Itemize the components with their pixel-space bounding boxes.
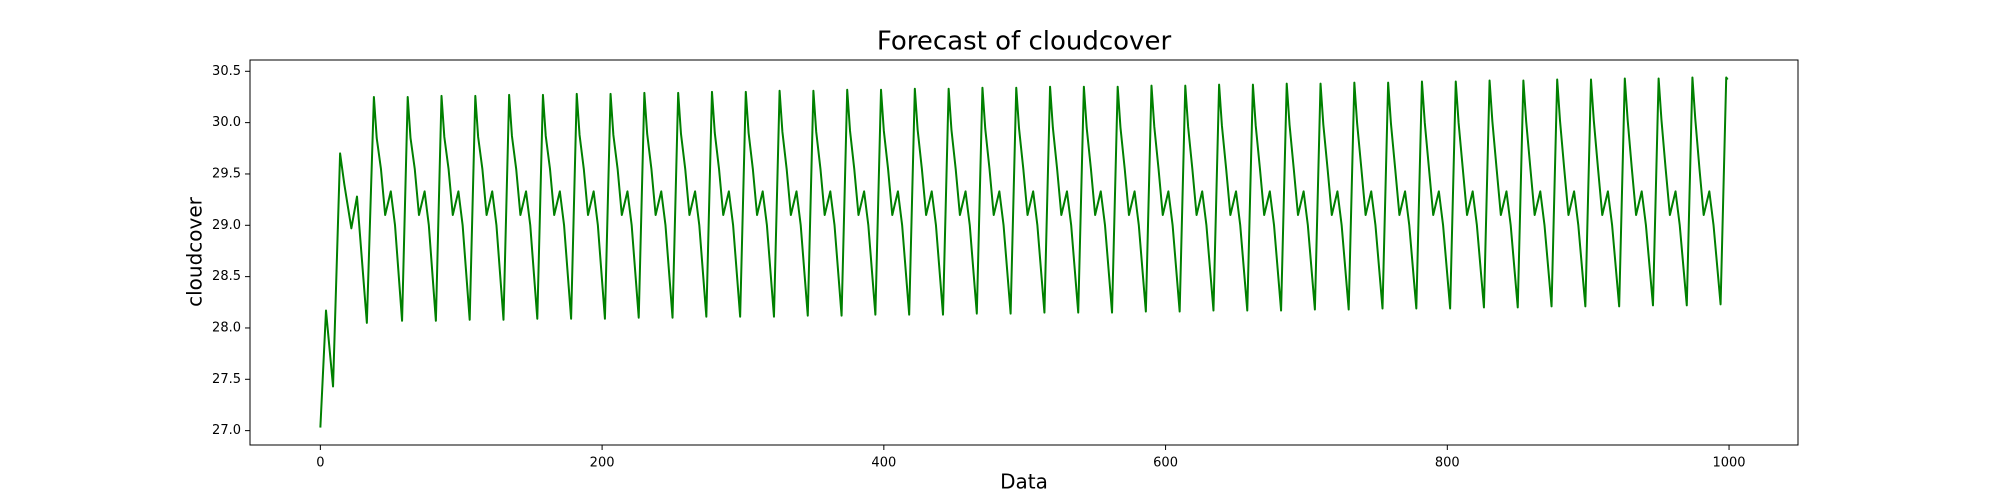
plot-frame — [249, 59, 1799, 446]
y-tick-label: 30.5 — [212, 64, 241, 79]
y-tick-label: 30.0 — [212, 115, 241, 130]
y-tick-label: 28.0 — [212, 320, 241, 335]
y-tick-label: 27.5 — [212, 372, 241, 387]
x-tick-label: 0 — [316, 456, 324, 471]
y-axis-label: cloudcover — [183, 196, 207, 307]
line — [319, 76, 1729, 428]
y-tick-label: 28.5 — [212, 269, 241, 284]
x-tick-label: 400 — [871, 456, 896, 471]
x-tick-label: 200 — [590, 456, 615, 471]
y-tick-label: 29.0 — [212, 218, 241, 233]
x-tick-label: 800 — [1435, 456, 1460, 471]
chart-title: Forecast of cloudcover — [877, 27, 1172, 57]
x-tick-label: 600 — [1153, 456, 1178, 471]
y-tick-label: 29.5 — [212, 166, 241, 181]
x-axis-label: Data — [1000, 470, 1048, 494]
y-tick-label: 27.0 — [212, 423, 241, 438]
x-tick-label: 1000 — [1712, 456, 1745, 471]
